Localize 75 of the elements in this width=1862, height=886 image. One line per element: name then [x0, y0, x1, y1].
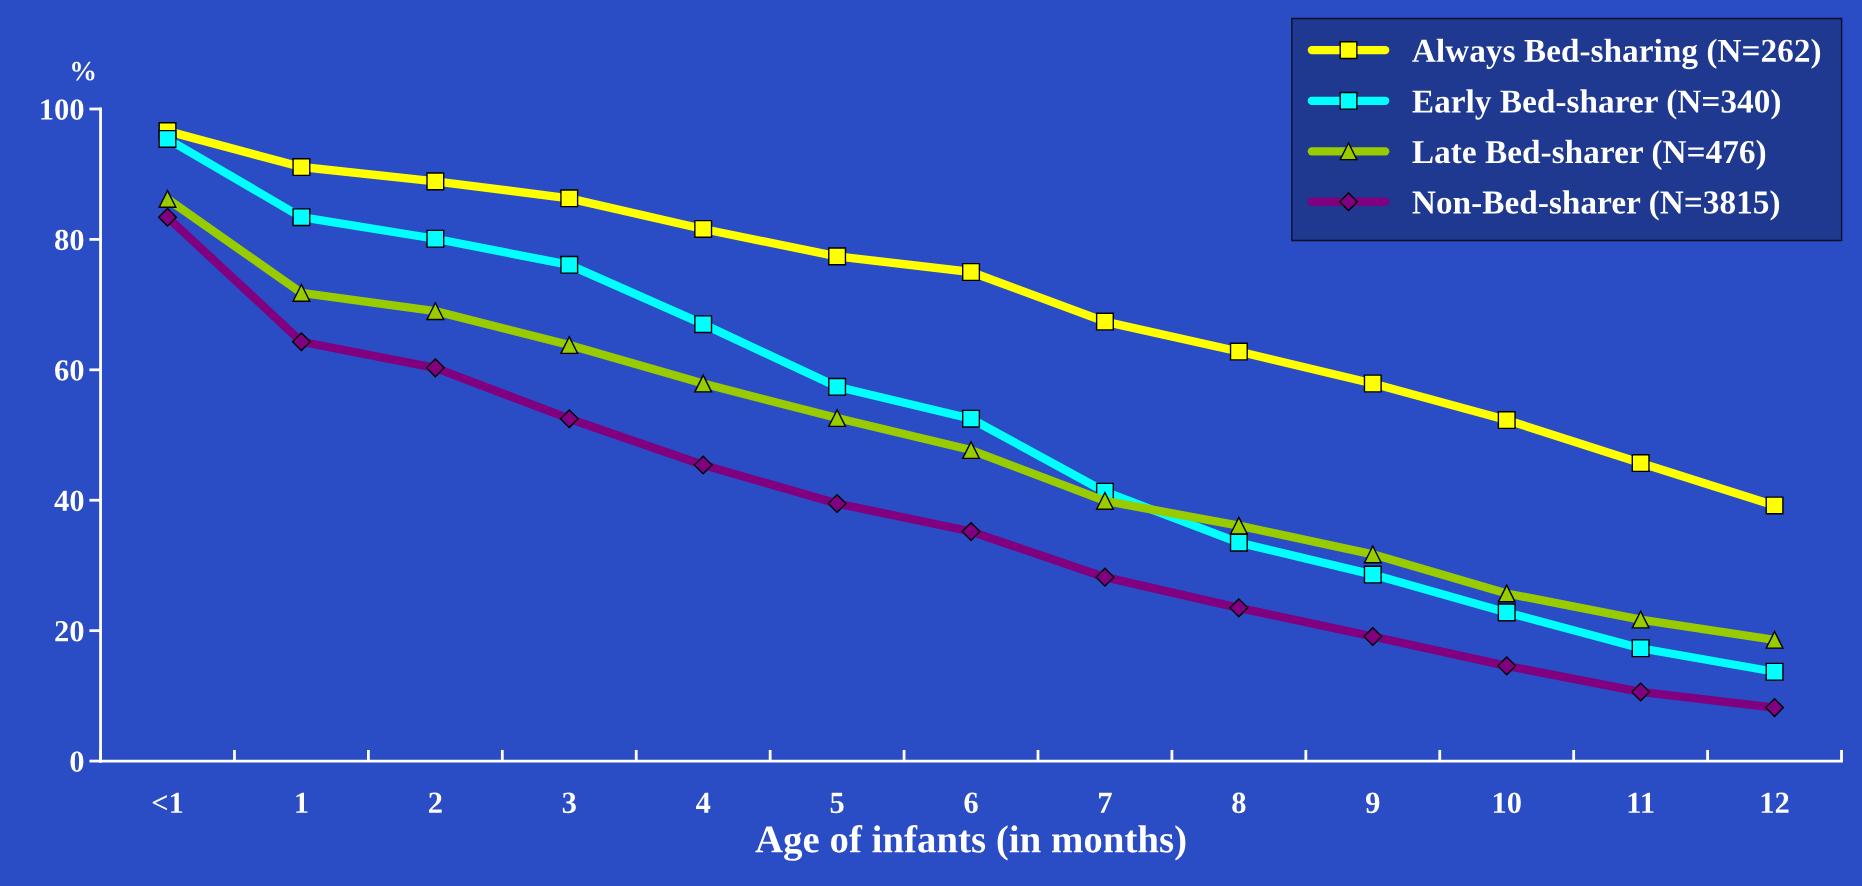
point	[962, 262, 981, 282]
x-tick-label: 2	[429, 792, 442, 813]
point	[560, 189, 579, 208]
x-tick-label: 5	[830, 792, 844, 814]
x-tick-label: 12	[1761, 792, 1789, 813]
point	[158, 129, 177, 149]
point	[158, 189, 177, 208]
x-tick-label: 8	[1232, 792, 1246, 814]
point	[694, 374, 713, 393]
point	[425, 358, 445, 378]
point	[1229, 598, 1249, 618]
point	[292, 283, 311, 302]
x-tick-label: 11	[1628, 792, 1654, 813]
x-tick-label: 1	[296, 792, 308, 813]
point	[962, 440, 981, 460]
point	[426, 229, 445, 248]
point	[292, 208, 311, 227]
x-tick-label: <1	[152, 792, 183, 813]
point	[1497, 410, 1516, 430]
point	[1363, 626, 1383, 647]
point	[1095, 567, 1115, 587]
point	[1229, 342, 1248, 361]
point	[1497, 584, 1516, 603]
point	[962, 409, 981, 428]
point	[1631, 454, 1650, 473]
point	[1363, 374, 1382, 393]
legend-label: Late Bed-sharer (N=476)	[1412, 139, 1766, 171]
point	[1229, 516, 1248, 535]
point	[426, 302, 445, 321]
point	[828, 377, 847, 396]
point	[1497, 656, 1517, 676]
y-tick-label: 0	[70, 751, 84, 772]
legend-label: Early Bed-sharer (N=340)	[1412, 89, 1781, 120]
point	[1765, 630, 1784, 649]
y-axis-title: %	[72, 61, 95, 81]
point	[694, 315, 713, 334]
x-tick-label: 4	[695, 792, 711, 813]
point	[560, 336, 579, 355]
y-tick-label: 80	[55, 229, 84, 251]
point	[694, 219, 713, 238]
point	[1631, 682, 1651, 702]
point	[827, 493, 847, 514]
y-tick-label: 20	[55, 620, 84, 642]
y-tick-label: 100	[41, 99, 84, 120]
point	[828, 247, 847, 266]
point	[1497, 603, 1516, 622]
point	[426, 172, 445, 191]
point	[292, 157, 311, 177]
point	[157, 207, 178, 227]
point	[1765, 662, 1784, 681]
x-tick-label: 9	[1365, 792, 1380, 814]
x-tick-label: 7	[1099, 792, 1112, 813]
x-tick-label: 10	[1493, 792, 1521, 814]
legend-label: Non-Bed-sharer (N=3815)	[1412, 190, 1780, 221]
point	[1363, 565, 1382, 584]
point	[1765, 698, 1785, 718]
point	[559, 409, 579, 429]
y-tick-label: 60	[55, 360, 84, 381]
x-tick-label: 3	[562, 792, 576, 814]
point	[961, 522, 981, 542]
point	[560, 255, 579, 274]
y-tick-label: 40	[54, 490, 84, 512]
point	[1631, 610, 1650, 629]
point	[291, 332, 311, 352]
point	[693, 455, 713, 475]
point	[1765, 496, 1784, 515]
legend-label: Always Bed-sharing (N=262)	[1412, 38, 1821, 70]
point	[1229, 533, 1248, 552]
x-tick-label: 6	[964, 792, 978, 814]
point	[1095, 491, 1114, 510]
point	[1631, 639, 1650, 658]
point	[1095, 312, 1114, 331]
point	[1363, 545, 1382, 564]
x-axis-title: Age of infants (in months)	[755, 824, 1186, 861]
point	[828, 409, 847, 428]
